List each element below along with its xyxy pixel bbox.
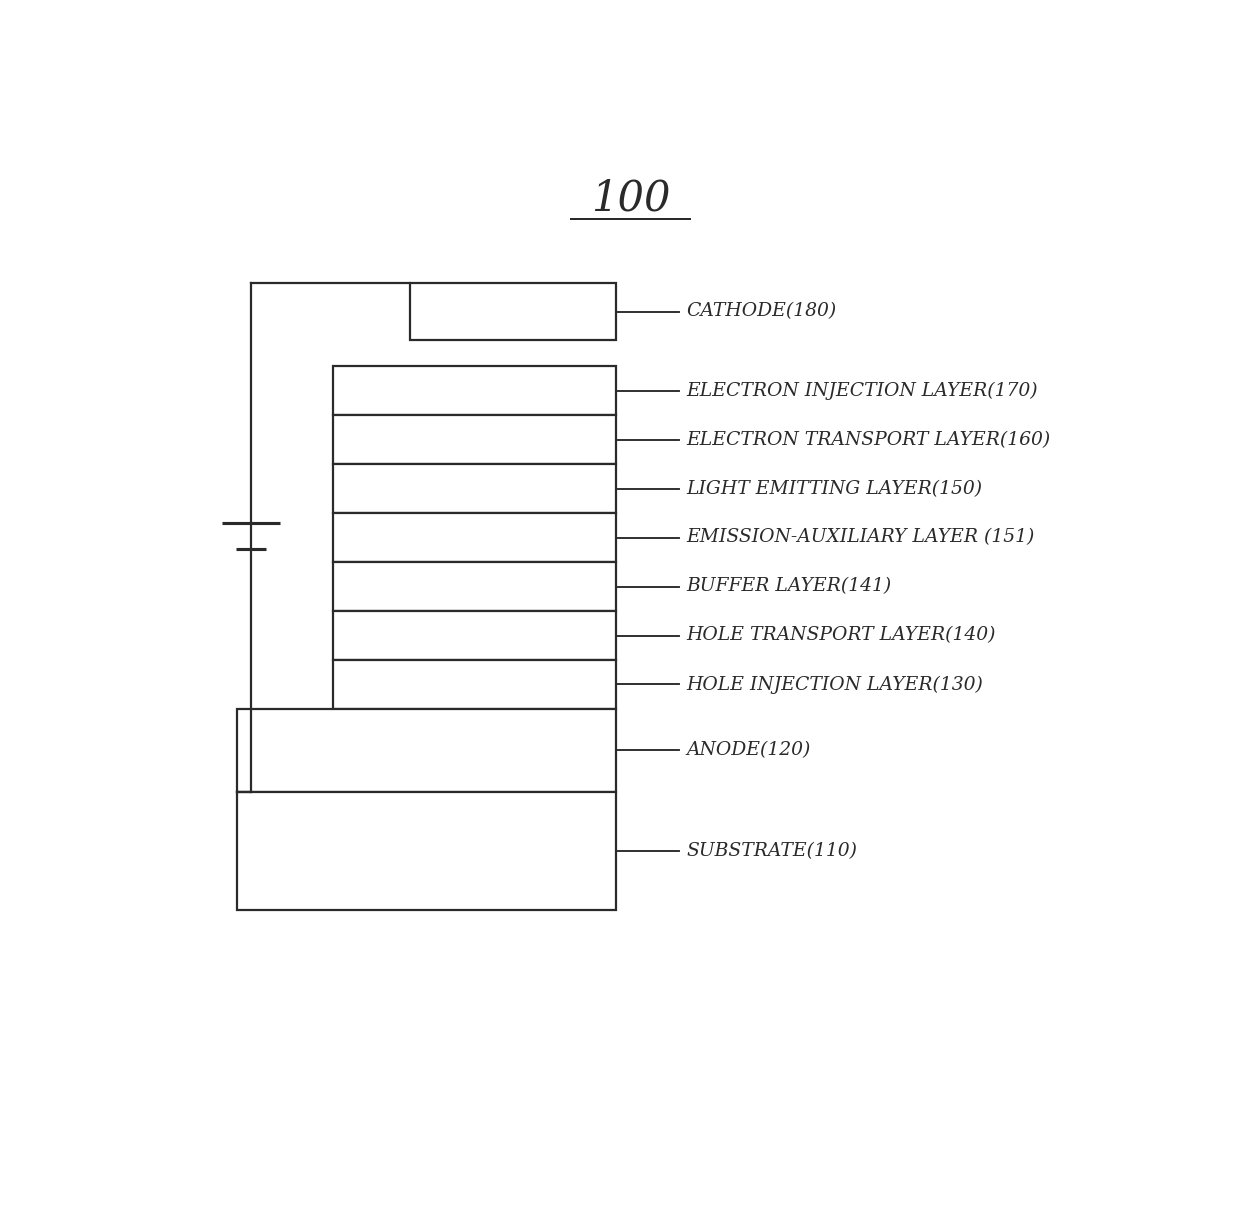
Bar [332, 415, 616, 464]
Text: HOLE TRANSPORT LAYER(140): HOLE TRANSPORT LAYER(140) [687, 626, 996, 645]
Text: ELECTRON TRANSPORT LAYER(160): ELECTRON TRANSPORT LAYER(160) [687, 430, 1050, 449]
Bar [237, 709, 616, 791]
Bar [332, 563, 616, 612]
Bar [332, 464, 616, 514]
Text: BUFFER LAYER(141): BUFFER LAYER(141) [687, 577, 892, 596]
Text: EMISSION-AUXILIARY LAYER (151): EMISSION-AUXILIARY LAYER (151) [687, 528, 1035, 547]
Bar [332, 514, 616, 563]
Bar [332, 366, 616, 415]
Text: HOLE INJECTION LAYER(130): HOLE INJECTION LAYER(130) [687, 675, 983, 693]
Bar [332, 660, 616, 709]
Text: LIGHT EMITTING LAYER(150): LIGHT EMITTING LAYER(150) [687, 479, 982, 498]
Text: CATHODE(180): CATHODE(180) [687, 302, 837, 320]
Text: SUBSTRATE(110): SUBSTRATE(110) [687, 841, 857, 860]
Bar [237, 791, 616, 910]
Bar [332, 612, 616, 660]
Bar [409, 284, 616, 340]
Text: ANODE(120): ANODE(120) [687, 741, 811, 759]
Text: ELECTRON INJECTION LAYER(170): ELECTRON INJECTION LAYER(170) [687, 382, 1038, 400]
Text: 100: 100 [591, 177, 671, 220]
